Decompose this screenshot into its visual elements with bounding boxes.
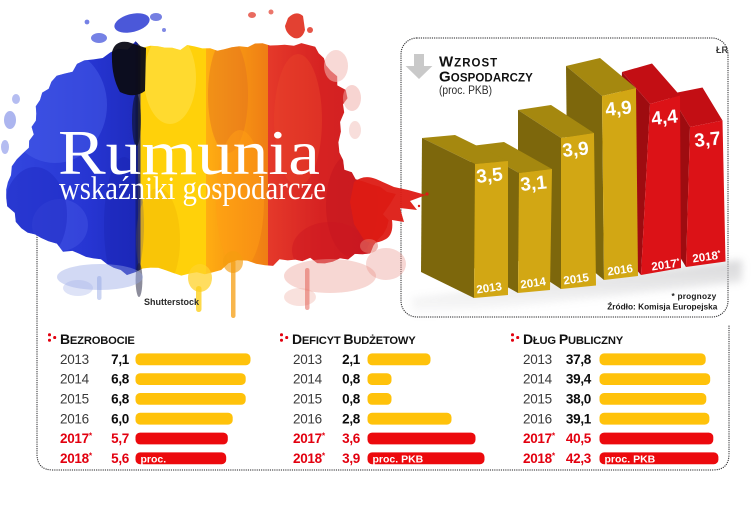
svg-text:DEFICYT BUDŻETOWY: DEFICYT BUDŻETOWY	[292, 331, 416, 347]
svg-text:ŁR: ŁR	[716, 45, 728, 55]
svg-text:2013: 2013	[60, 352, 89, 367]
svg-text:4,4: 4,4	[650, 106, 679, 130]
svg-text:3,6: 3,6	[342, 431, 361, 446]
svg-text:6,8: 6,8	[111, 392, 130, 407]
svg-text:* prognozy: * prognozy	[672, 291, 717, 301]
svg-text:2017*: 2017*	[293, 431, 326, 447]
svg-text:proc. PKB: proc. PKB	[605, 454, 656, 466]
svg-text:2015: 2015	[563, 272, 591, 288]
svg-text:2015: 2015	[60, 392, 89, 407]
svg-text:3,5: 3,5	[475, 164, 504, 188]
svg-text:2017*: 2017*	[523, 431, 556, 447]
svg-text:2017*: 2017*	[651, 256, 681, 273]
svg-text:40,5: 40,5	[566, 431, 592, 446]
svg-text:2016: 2016	[293, 411, 322, 426]
svg-text:4,9: 4,9	[604, 97, 632, 121]
svg-text:3,9: 3,9	[342, 451, 360, 466]
svg-text:3,7: 3,7	[693, 128, 721, 152]
svg-text:2018*: 2018*	[293, 450, 326, 466]
svg-text:6,8: 6,8	[111, 372, 130, 387]
svg-text:38,0: 38,0	[566, 392, 591, 407]
svg-text:0,8: 0,8	[342, 392, 361, 407]
svg-text:39,4: 39,4	[566, 372, 592, 387]
svg-text:GOSPODARCZY: GOSPODARCZY	[439, 68, 533, 85]
svg-text:42,3: 42,3	[566, 451, 592, 466]
svg-text:3,9: 3,9	[561, 138, 589, 162]
svg-text:WZROST: WZROST	[439, 53, 498, 70]
svg-text:2015: 2015	[293, 392, 322, 407]
svg-text:Rumunia: Rumunia	[58, 117, 320, 188]
svg-text:2,1: 2,1	[342, 352, 361, 367]
svg-text:(proc. PKB): (proc. PKB)	[439, 83, 492, 97]
svg-text:2018*: 2018*	[60, 450, 93, 466]
svg-text:37,8: 37,8	[566, 352, 592, 367]
svg-text:5,6: 5,6	[111, 451, 130, 466]
svg-text:6,0: 6,0	[111, 411, 129, 426]
svg-text:2,8: 2,8	[342, 411, 361, 426]
svg-text:2018*: 2018*	[523, 450, 556, 466]
svg-text:0,8: 0,8	[342, 372, 361, 387]
svg-text:2016: 2016	[523, 411, 552, 426]
svg-text:BEZROBOCIE: BEZROBOCIE	[60, 331, 135, 347]
svg-text:3,1: 3,1	[519, 172, 548, 196]
svg-text:2016: 2016	[60, 411, 89, 426]
svg-text:2014: 2014	[293, 372, 323, 387]
svg-text:2014: 2014	[520, 276, 548, 292]
svg-text:2013: 2013	[476, 281, 503, 296]
svg-text:2015: 2015	[523, 392, 552, 407]
svg-text:proc. PKB: proc. PKB	[373, 454, 424, 466]
svg-text:5,7: 5,7	[111, 431, 129, 446]
svg-text:2013: 2013	[523, 352, 552, 367]
svg-text:39,1: 39,1	[566, 411, 592, 426]
svg-text:2013: 2013	[293, 352, 322, 367]
svg-text:wskaźniki gospodarcze: wskaźniki gospodarcze	[59, 171, 326, 207]
svg-text:DŁUG PUBLICZNY: DŁUG PUBLICZNY	[523, 331, 624, 347]
svg-text:Shutterstock: Shutterstock	[144, 297, 200, 307]
svg-text:proc.: proc.	[141, 454, 167, 466]
svg-text:2017*: 2017*	[60, 431, 93, 447]
svg-text:2016: 2016	[607, 263, 634, 278]
svg-text:2018*: 2018*	[692, 248, 722, 265]
svg-text:Źródło: Komisja Europejska: Źródło: Komisja Europejska	[607, 301, 718, 311]
svg-text:2014: 2014	[60, 372, 90, 387]
svg-text:7,1: 7,1	[111, 352, 130, 367]
svg-text:2014: 2014	[523, 372, 553, 387]
